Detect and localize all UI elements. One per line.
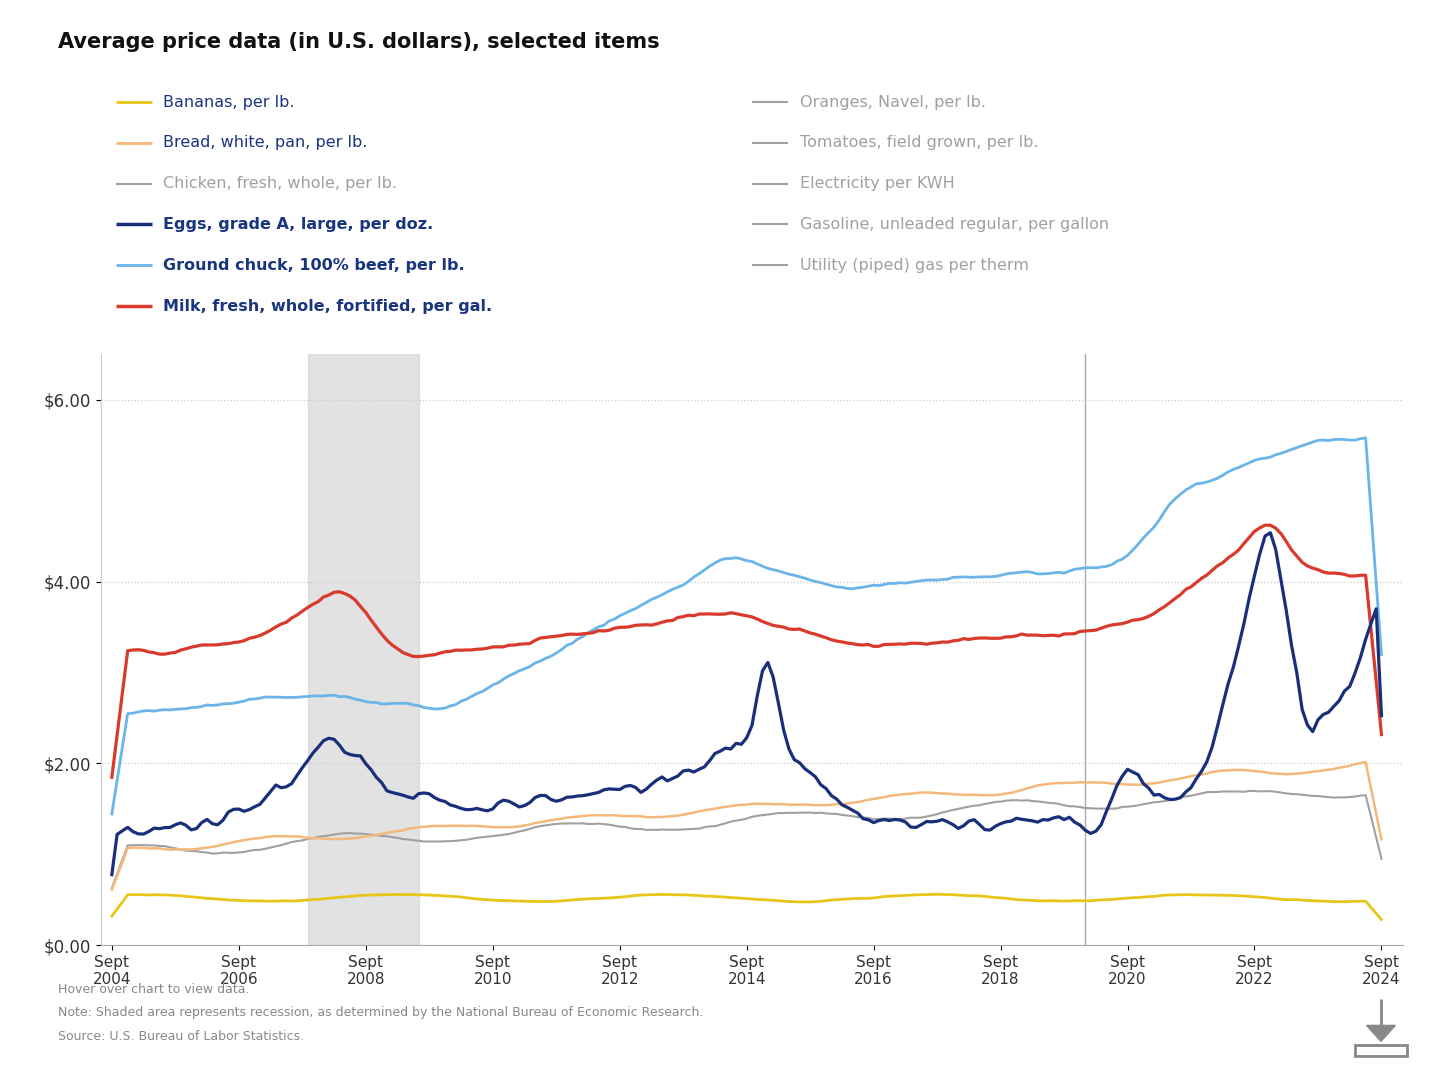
Text: Utility (piped) gas per therm: Utility (piped) gas per therm — [800, 258, 1028, 273]
Bar — [308, 354, 419, 945]
Polygon shape — [1366, 1026, 1395, 1042]
Text: Tomatoes, field grown, per lb.: Tomatoes, field grown, per lb. — [800, 135, 1038, 150]
Text: Average price data (in U.S. dollars), selected items: Average price data (in U.S. dollars), se… — [58, 32, 659, 53]
Text: Eggs, grade A, large, per doz.: Eggs, grade A, large, per doz. — [163, 217, 434, 232]
Text: Bread, white, pan, per lb.: Bread, white, pan, per lb. — [163, 135, 367, 150]
Text: Note: Shaded area represents recession, as determined by the National Bureau of : Note: Shaded area represents recession, … — [58, 1006, 703, 1019]
Text: Electricity per KWH: Electricity per KWH — [800, 176, 954, 191]
Text: Milk, fresh, whole, fortified, per gal.: Milk, fresh, whole, fortified, per gal. — [163, 299, 493, 314]
Text: Source: U.S. Bureau of Labor Statistics.: Source: U.S. Bureau of Labor Statistics. — [58, 1030, 304, 1043]
Text: Gasoline, unleaded regular, per gallon: Gasoline, unleaded regular, per gallon — [800, 217, 1109, 232]
Text: Ground chuck, 100% beef, per lb.: Ground chuck, 100% beef, per lb. — [163, 258, 466, 273]
Text: Bananas, per lb.: Bananas, per lb. — [163, 95, 295, 110]
Text: Oranges, Navel, per lb.: Oranges, Navel, per lb. — [800, 95, 986, 110]
Text: Hover over chart to view data.: Hover over chart to view data. — [58, 983, 249, 996]
Text: Chicken, fresh, whole, per lb.: Chicken, fresh, whole, per lb. — [163, 176, 398, 191]
